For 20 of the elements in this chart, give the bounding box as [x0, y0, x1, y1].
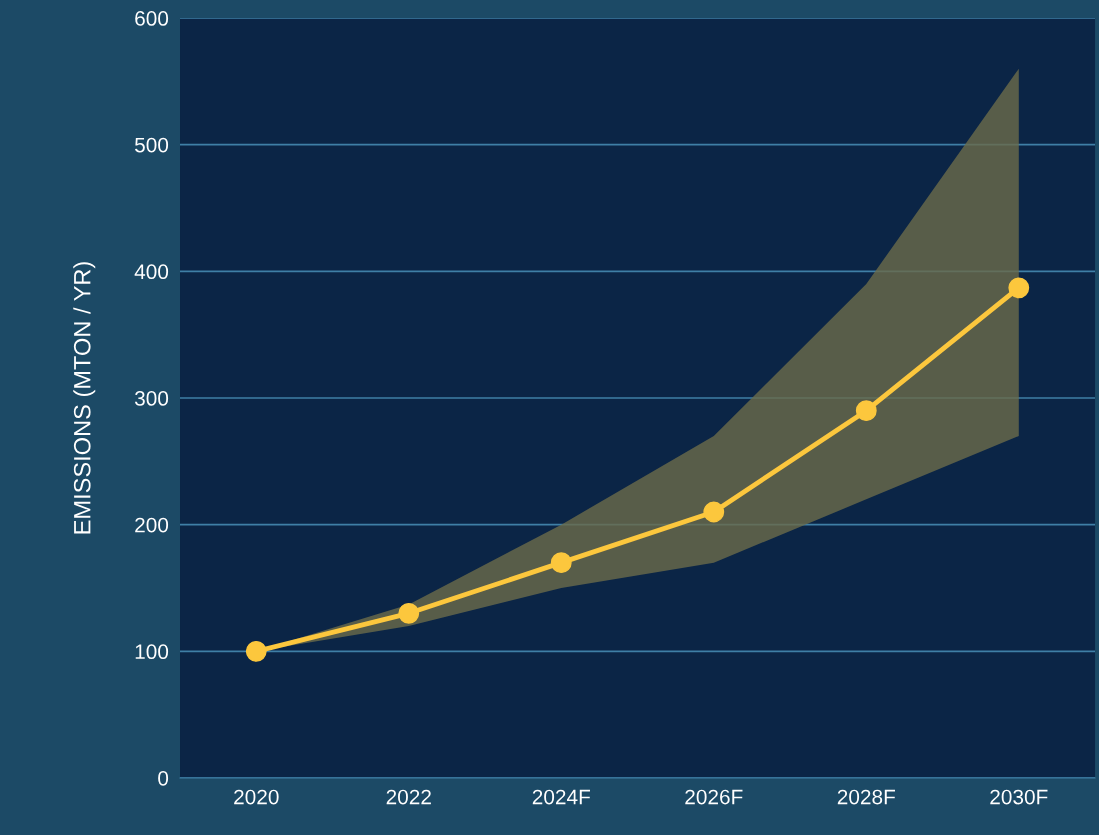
y-tick-label: 200	[135, 517, 169, 533]
point	[1008, 277, 1030, 299]
x-tick-label: 2030F	[990, 789, 1048, 805]
y-axis-title: EMISSIONS (MTON / YR)	[73, 262, 96, 534]
x-tick-label: 2022	[386, 789, 431, 805]
x-tick-label: 2020	[234, 789, 279, 805]
x-tick-label: 2026F	[685, 789, 743, 805]
point	[245, 640, 267, 662]
y-tick-label: 100	[135, 644, 169, 660]
y-tick-label: 300	[134, 391, 169, 406]
point	[703, 501, 725, 523]
y-tick-label: 600	[135, 11, 169, 26]
y-tick-label: 400	[134, 264, 169, 280]
point	[550, 552, 572, 574]
point	[855, 400, 877, 422]
y-tick-label: 500	[134, 137, 169, 153]
x-tick-label: 2024F	[532, 789, 590, 805]
x-tick-label: 2028F	[837, 789, 895, 805]
y-tick-label: 0	[158, 770, 169, 786]
point	[398, 602, 420, 624]
